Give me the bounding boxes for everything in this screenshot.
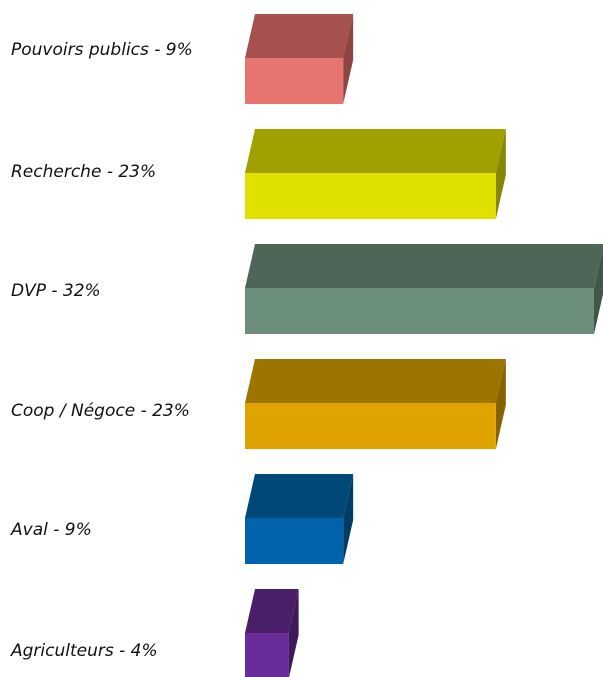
bar-top-face [245, 359, 506, 403]
bar-side-face [495, 129, 506, 219]
bar-front-face [245, 403, 496, 449]
bar [245, 14, 354, 104]
bar-side-face [495, 359, 506, 449]
bar [245, 589, 299, 677]
category-label: Recherche - 23% [11, 162, 157, 182]
category-label: Pouvoirs publics - 9% [11, 40, 193, 60]
bar-side-face [594, 248, 603, 334]
bars-group [245, 14, 603, 677]
bar [245, 359, 506, 449]
category-label: Agriculteurs - 4% [11, 641, 158, 661]
bar-front-face [245, 58, 344, 104]
bar-side-face [288, 589, 299, 677]
category-label: Coop / Négoce - 23% [11, 401, 190, 421]
bar-front-face [245, 173, 496, 219]
bar [245, 474, 354, 564]
bar-top-face [245, 244, 603, 288]
bar [245, 244, 603, 334]
bar-front-face [245, 518, 344, 564]
bar-top-face [245, 589, 299, 633]
category-label: Aval - 9% [11, 520, 92, 540]
bar-side-face [343, 14, 354, 104]
bar-front-face [245, 633, 289, 677]
bar-side-face [343, 474, 354, 564]
bar-top-face [245, 474, 354, 518]
category-label: DVP - 32% [11, 281, 101, 301]
bar-top-face [245, 129, 506, 173]
bar-front-face [245, 288, 594, 334]
bar-top-face [245, 14, 354, 58]
bar [245, 129, 506, 219]
